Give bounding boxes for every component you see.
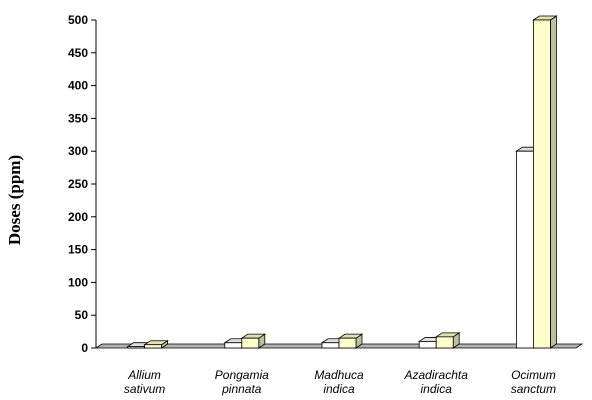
bar-front-face — [418, 341, 437, 349]
x-tick-label-0: Allium sativum — [124, 368, 165, 396]
bar-front-face — [435, 336, 454, 349]
y-tick-label: 300 — [68, 144, 88, 158]
x-tick-label-line: Ocimum — [511, 368, 556, 382]
bar-front-face — [533, 19, 551, 349]
x-tick-label-line: Allium — [127, 368, 161, 382]
bar-front-face — [241, 337, 260, 349]
x-tick-label-line: indica — [421, 382, 453, 396]
y-axis: 0 50 100 150 200 250 300 350 400 450 500 — [68, 13, 97, 355]
y-tick-label: 0 — [81, 341, 88, 355]
y-axis-label: Doses (ppm) — [5, 155, 24, 245]
x-tick-label-line: Madhuca — [314, 368, 364, 382]
y-tick-label: 450 — [68, 46, 88, 60]
y-tick-label: 150 — [68, 243, 88, 257]
x-tick-label-3: Azadirachta indica — [404, 368, 469, 396]
bars — [126, 15, 558, 349]
bar-3-1 — [434, 332, 461, 349]
y-tick-label: 250 — [68, 177, 88, 191]
y-tick-label: 500 — [68, 13, 88, 27]
bar-0-1 — [143, 339, 169, 349]
x-tick-label-1: Pongamia pinnata — [215, 368, 269, 396]
bar-front-face — [144, 344, 163, 349]
y-tick-label: 200 — [68, 210, 88, 224]
y-tick-label: 400 — [68, 79, 88, 93]
y-tick-label: 100 — [68, 275, 88, 289]
x-tick-label-line: Azadirachta — [404, 368, 469, 382]
bar-front-face — [516, 150, 534, 349]
x-tick-label-4: Ocimum sanctum — [511, 368, 556, 396]
x-tick-label-line: indica — [323, 382, 355, 396]
x-tick-label-line: pinnata — [221, 382, 262, 396]
x-tick-label-line: Pongamia — [215, 368, 269, 382]
bar-front-face — [224, 342, 243, 349]
bar-1-1 — [240, 333, 267, 349]
x-tick-label-line: sativum — [124, 382, 165, 396]
y-tick-label: 50 — [75, 308, 89, 322]
x-tick-label-2: Madhuca indica — [314, 368, 364, 396]
bar-side-face — [550, 15, 557, 349]
bar-front-face — [127, 346, 145, 349]
bar-4-1 — [532, 15, 558, 349]
x-tick-label-line: sanctum — [511, 382, 556, 396]
y-tick-label: 350 — [68, 111, 88, 125]
bar-front-face — [338, 337, 357, 349]
y-axis-title: Doses (ppm) — [5, 155, 24, 245]
bar-front-face — [321, 342, 340, 349]
bar-2-1 — [337, 333, 364, 349]
